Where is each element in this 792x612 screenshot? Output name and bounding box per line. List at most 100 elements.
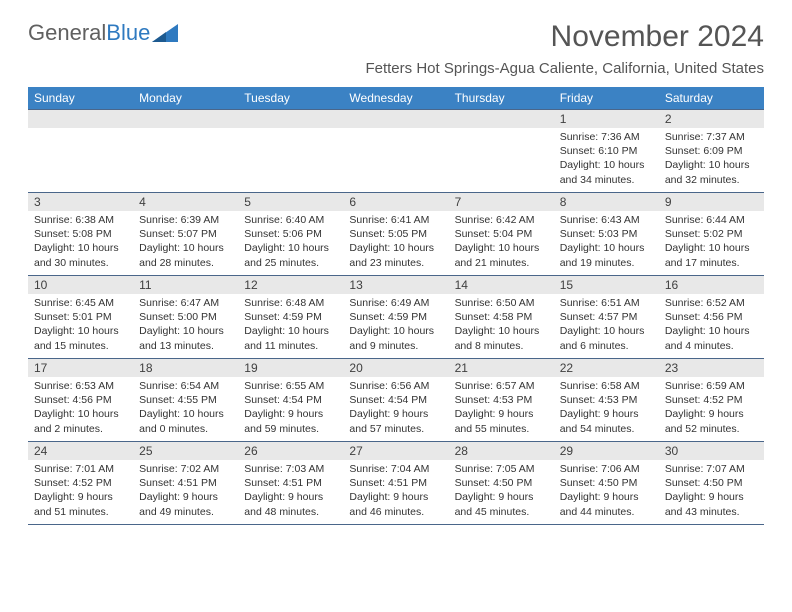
weeks-container: 1Sunrise: 7:36 AMSunset: 6:10 PMDaylight… xyxy=(28,109,764,525)
day-cell xyxy=(28,110,133,192)
day-cell: 14Sunrise: 6:50 AMSunset: 4:58 PMDayligh… xyxy=(449,276,554,358)
day-number xyxy=(343,110,448,128)
day-data: Sunrise: 6:45 AMSunset: 5:01 PMDaylight:… xyxy=(28,294,133,357)
day-number: 12 xyxy=(238,276,343,294)
logo-triangle-icon xyxy=(152,24,178,42)
day-header-row: SundayMondayTuesdayWednesdayThursdayFrid… xyxy=(28,87,764,109)
day-data: Sunrise: 7:36 AMSunset: 6:10 PMDaylight:… xyxy=(554,128,659,191)
day-data: Sunrise: 7:04 AMSunset: 4:51 PMDaylight:… xyxy=(343,460,448,523)
logo: GeneralBlue xyxy=(28,20,178,46)
day-number: 20 xyxy=(343,359,448,377)
day-number xyxy=(238,110,343,128)
day-number: 26 xyxy=(238,442,343,460)
day-cell: 15Sunrise: 6:51 AMSunset: 4:57 PMDayligh… xyxy=(554,276,659,358)
day-cell: 12Sunrise: 6:48 AMSunset: 4:59 PMDayligh… xyxy=(238,276,343,358)
day-data: Sunrise: 6:40 AMSunset: 5:06 PMDaylight:… xyxy=(238,211,343,274)
day-number: 7 xyxy=(449,193,554,211)
week-row: 17Sunrise: 6:53 AMSunset: 4:56 PMDayligh… xyxy=(28,358,764,441)
day-cell: 5Sunrise: 6:40 AMSunset: 5:06 PMDaylight… xyxy=(238,193,343,275)
day-cell: 6Sunrise: 6:41 AMSunset: 5:05 PMDaylight… xyxy=(343,193,448,275)
day-data: Sunrise: 6:55 AMSunset: 4:54 PMDaylight:… xyxy=(238,377,343,440)
day-number: 16 xyxy=(659,276,764,294)
day-cell xyxy=(343,110,448,192)
day-cell: 10Sunrise: 6:45 AMSunset: 5:01 PMDayligh… xyxy=(28,276,133,358)
day-number: 15 xyxy=(554,276,659,294)
day-number: 24 xyxy=(28,442,133,460)
day-cell: 26Sunrise: 7:03 AMSunset: 4:51 PMDayligh… xyxy=(238,442,343,524)
day-data: Sunrise: 6:59 AMSunset: 4:52 PMDaylight:… xyxy=(659,377,764,440)
day-data: Sunrise: 6:38 AMSunset: 5:08 PMDaylight:… xyxy=(28,211,133,274)
day-number: 1 xyxy=(554,110,659,128)
day-cell: 24Sunrise: 7:01 AMSunset: 4:52 PMDayligh… xyxy=(28,442,133,524)
week-row: 24Sunrise: 7:01 AMSunset: 4:52 PMDayligh… xyxy=(28,441,764,525)
day-number: 13 xyxy=(343,276,448,294)
day-number xyxy=(133,110,238,128)
day-data: Sunrise: 6:58 AMSunset: 4:53 PMDaylight:… xyxy=(554,377,659,440)
day-number: 25 xyxy=(133,442,238,460)
day-cell: 20Sunrise: 6:56 AMSunset: 4:54 PMDayligh… xyxy=(343,359,448,441)
day-number: 21 xyxy=(449,359,554,377)
day-number: 17 xyxy=(28,359,133,377)
day-data: Sunrise: 6:57 AMSunset: 4:53 PMDaylight:… xyxy=(449,377,554,440)
day-cell: 13Sunrise: 6:49 AMSunset: 4:59 PMDayligh… xyxy=(343,276,448,358)
day-number: 10 xyxy=(28,276,133,294)
day-cell: 16Sunrise: 6:52 AMSunset: 4:56 PMDayligh… xyxy=(659,276,764,358)
header: GeneralBlue November 2024 Fetters Hot Sp… xyxy=(28,20,764,77)
day-number: 22 xyxy=(554,359,659,377)
day-data: Sunrise: 6:51 AMSunset: 4:57 PMDaylight:… xyxy=(554,294,659,357)
day-data: Sunrise: 7:37 AMSunset: 6:09 PMDaylight:… xyxy=(659,128,764,191)
day-number xyxy=(28,110,133,128)
day-cell: 4Sunrise: 6:39 AMSunset: 5:07 PMDaylight… xyxy=(133,193,238,275)
day-cell: 25Sunrise: 7:02 AMSunset: 4:51 PMDayligh… xyxy=(133,442,238,524)
day-number: 2 xyxy=(659,110,764,128)
day-data: Sunrise: 7:05 AMSunset: 4:50 PMDaylight:… xyxy=(449,460,554,523)
day-number: 18 xyxy=(133,359,238,377)
month-title: November 2024 xyxy=(365,20,764,54)
day-header-cell: Saturday xyxy=(659,87,764,109)
day-cell xyxy=(133,110,238,192)
day-number: 11 xyxy=(133,276,238,294)
week-row: 3Sunrise: 6:38 AMSunset: 5:08 PMDaylight… xyxy=(28,192,764,275)
day-data: Sunrise: 6:47 AMSunset: 5:00 PMDaylight:… xyxy=(133,294,238,357)
day-number: 3 xyxy=(28,193,133,211)
calendar: SundayMondayTuesdayWednesdayThursdayFrid… xyxy=(28,87,764,525)
day-cell: 28Sunrise: 7:05 AMSunset: 4:50 PMDayligh… xyxy=(449,442,554,524)
day-cell: 21Sunrise: 6:57 AMSunset: 4:53 PMDayligh… xyxy=(449,359,554,441)
day-cell: 27Sunrise: 7:04 AMSunset: 4:51 PMDayligh… xyxy=(343,442,448,524)
day-data: Sunrise: 7:06 AMSunset: 4:50 PMDaylight:… xyxy=(554,460,659,523)
day-cell: 1Sunrise: 7:36 AMSunset: 6:10 PMDaylight… xyxy=(554,110,659,192)
day-data: Sunrise: 7:07 AMSunset: 4:50 PMDaylight:… xyxy=(659,460,764,523)
day-number: 23 xyxy=(659,359,764,377)
day-cell: 18Sunrise: 6:54 AMSunset: 4:55 PMDayligh… xyxy=(133,359,238,441)
day-data: Sunrise: 6:44 AMSunset: 5:02 PMDaylight:… xyxy=(659,211,764,274)
day-number: 4 xyxy=(133,193,238,211)
day-cell xyxy=(238,110,343,192)
day-cell: 17Sunrise: 6:53 AMSunset: 4:56 PMDayligh… xyxy=(28,359,133,441)
day-number: 8 xyxy=(554,193,659,211)
day-number: 28 xyxy=(449,442,554,460)
day-cell: 2Sunrise: 7:37 AMSunset: 6:09 PMDaylight… xyxy=(659,110,764,192)
day-header-cell: Tuesday xyxy=(238,87,343,109)
day-data: Sunrise: 7:03 AMSunset: 4:51 PMDaylight:… xyxy=(238,460,343,523)
day-number: 9 xyxy=(659,193,764,211)
day-cell: 30Sunrise: 7:07 AMSunset: 4:50 PMDayligh… xyxy=(659,442,764,524)
day-cell: 7Sunrise: 6:42 AMSunset: 5:04 PMDaylight… xyxy=(449,193,554,275)
day-data: Sunrise: 7:02 AMSunset: 4:51 PMDaylight:… xyxy=(133,460,238,523)
day-cell: 8Sunrise: 6:43 AMSunset: 5:03 PMDaylight… xyxy=(554,193,659,275)
title-block: November 2024 Fetters Hot Springs-Agua C… xyxy=(365,20,764,77)
logo-text-blue: Blue xyxy=(106,20,150,46)
day-data: Sunrise: 7:01 AMSunset: 4:52 PMDaylight:… xyxy=(28,460,133,523)
day-number: 14 xyxy=(449,276,554,294)
day-data: Sunrise: 6:50 AMSunset: 4:58 PMDaylight:… xyxy=(449,294,554,357)
day-cell: 23Sunrise: 6:59 AMSunset: 4:52 PMDayligh… xyxy=(659,359,764,441)
week-row: 1Sunrise: 7:36 AMSunset: 6:10 PMDaylight… xyxy=(28,109,764,192)
day-header-cell: Friday xyxy=(554,87,659,109)
day-header-cell: Wednesday xyxy=(343,87,448,109)
day-number: 6 xyxy=(343,193,448,211)
day-header-cell: Thursday xyxy=(449,87,554,109)
day-data: Sunrise: 6:56 AMSunset: 4:54 PMDaylight:… xyxy=(343,377,448,440)
day-data: Sunrise: 6:39 AMSunset: 5:07 PMDaylight:… xyxy=(133,211,238,274)
day-cell: 9Sunrise: 6:44 AMSunset: 5:02 PMDaylight… xyxy=(659,193,764,275)
day-header-cell: Monday xyxy=(133,87,238,109)
day-number: 27 xyxy=(343,442,448,460)
